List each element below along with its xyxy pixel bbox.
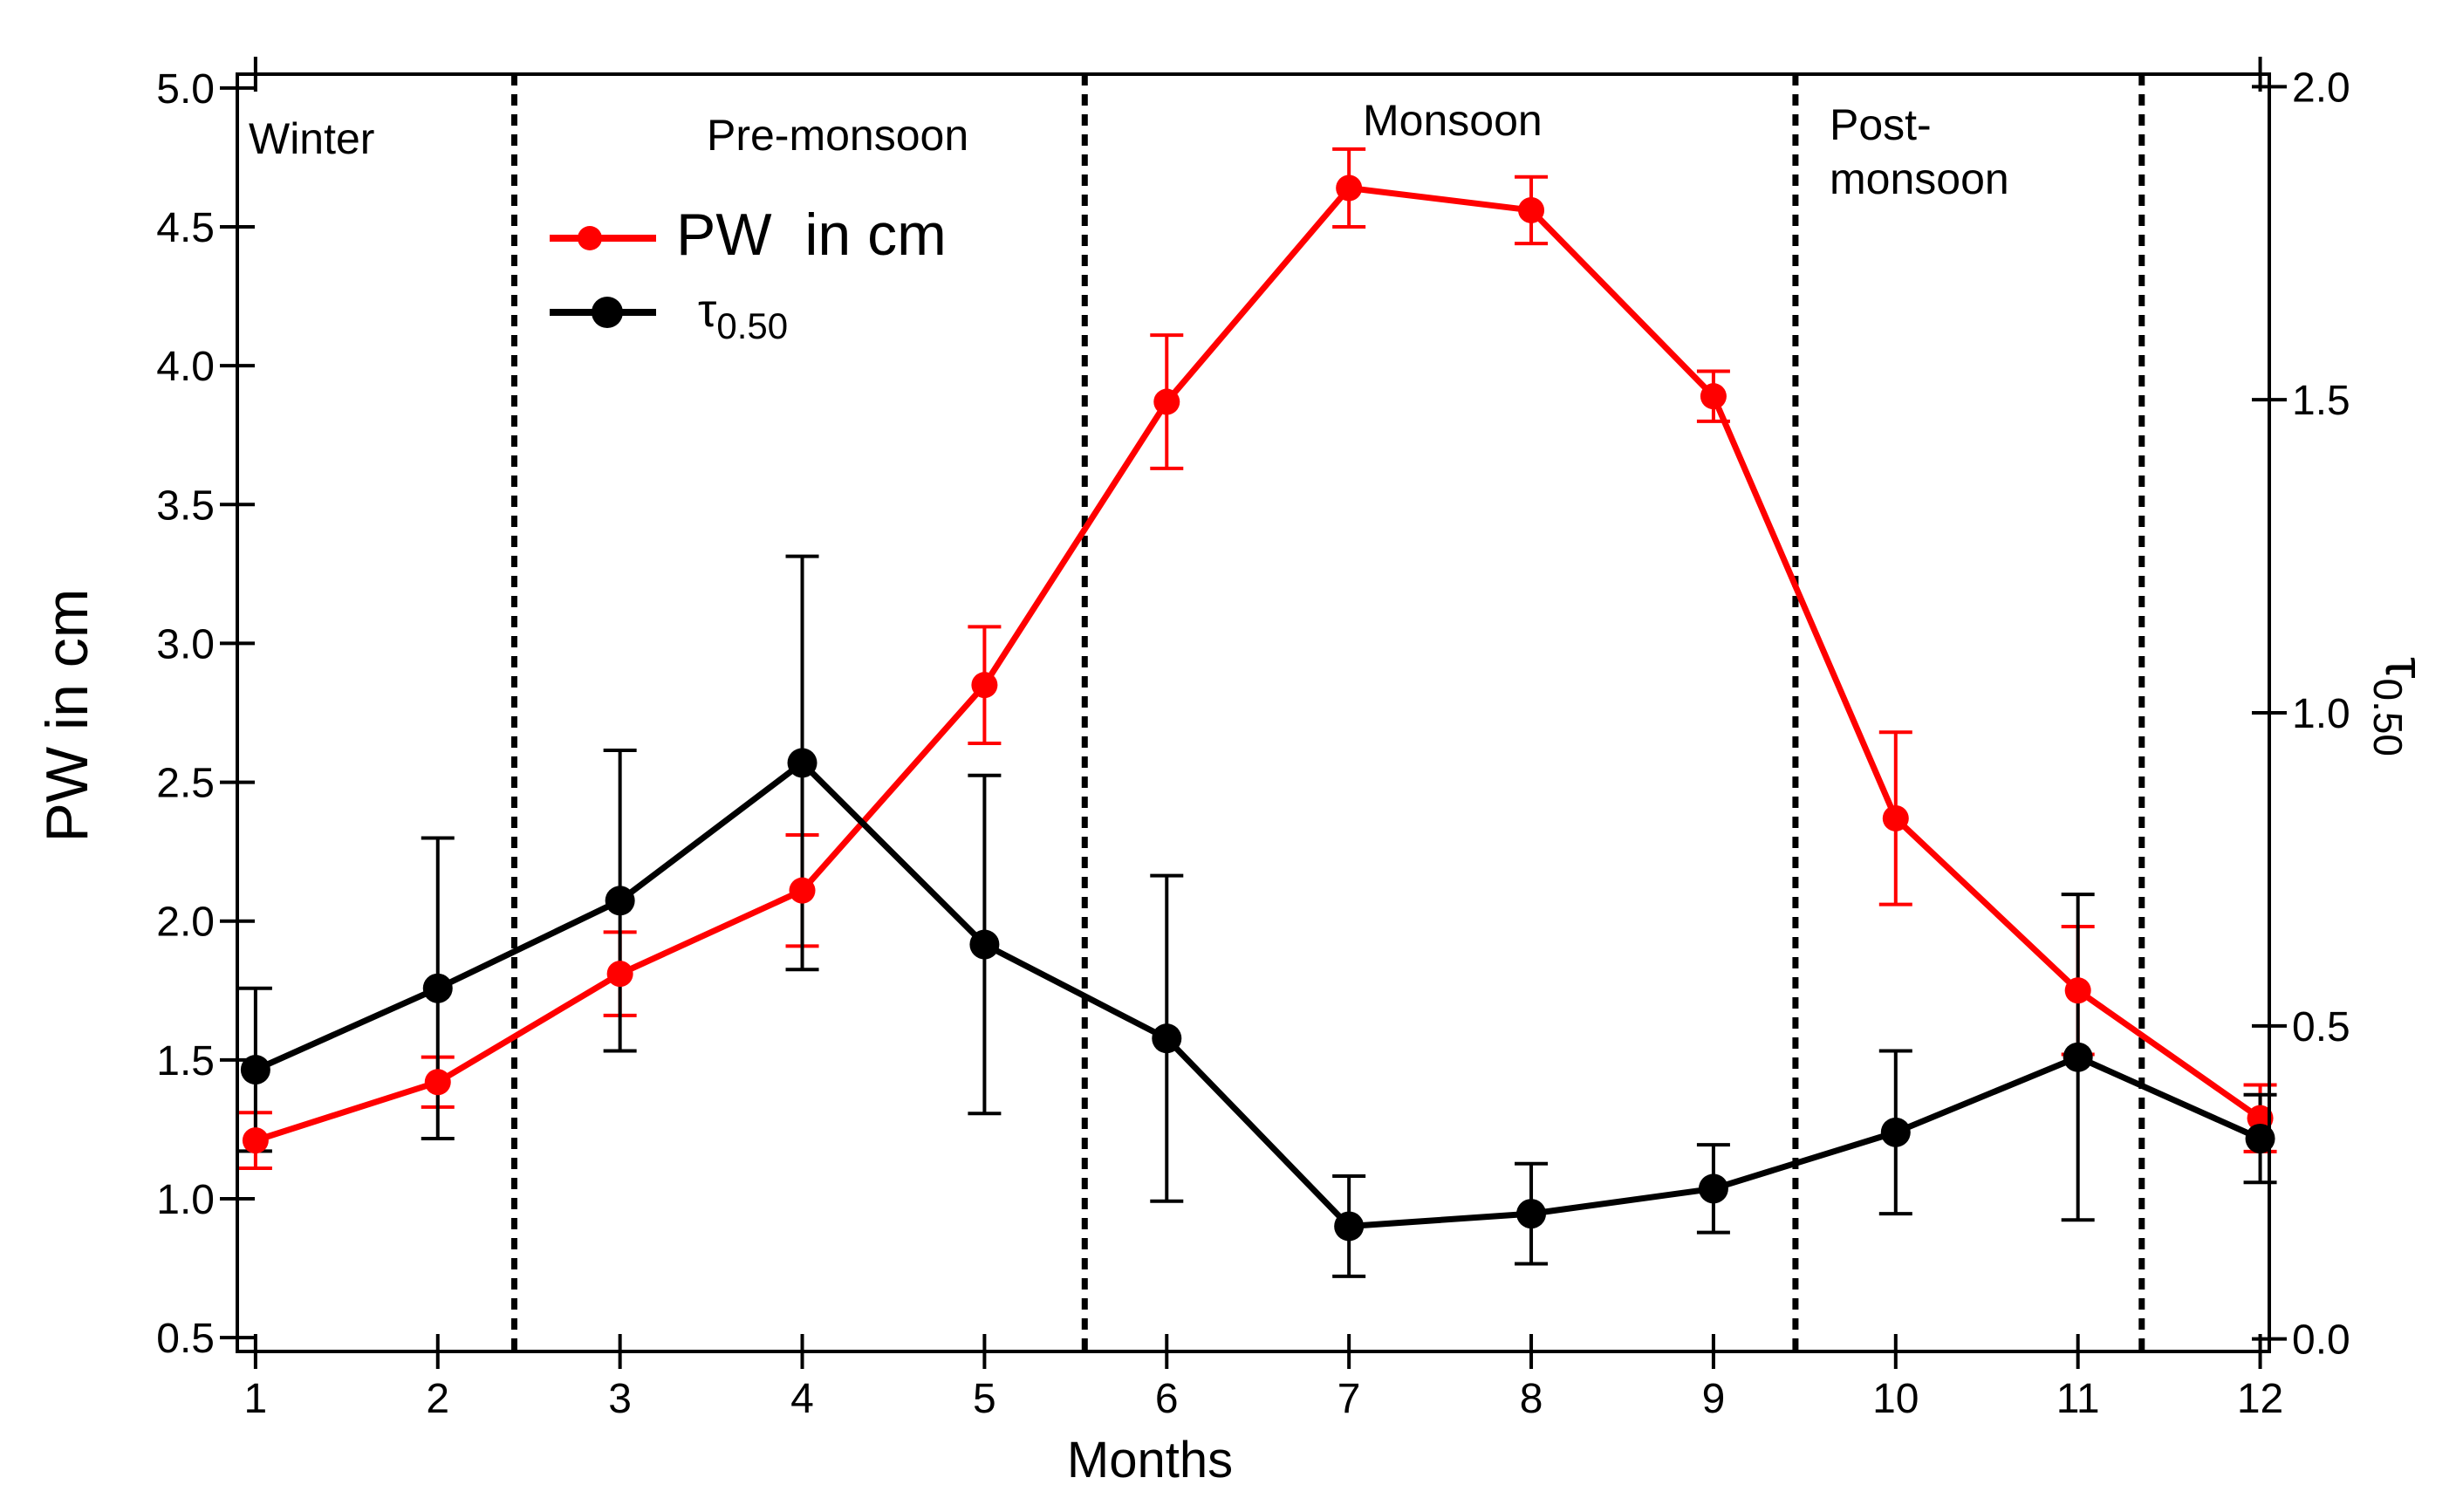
y2-tick-label-2.0: 2.0 — [2292, 65, 2350, 111]
pw-point-12 — [2247, 1105, 2274, 1132]
x-tick-label-7: 7 — [1337, 1376, 1361, 1422]
pw-point-5 — [971, 672, 998, 699]
y-axis-title: PW in cm — [34, 589, 100, 843]
x-tick-label-10: 10 — [1872, 1376, 1919, 1422]
pw-point-8 — [1518, 196, 1545, 223]
y2-tick-label-1.5: 1.5 — [2292, 378, 2350, 424]
season-dividers — [510, 74, 2145, 1351]
legend-tau-sub: 0.50 — [716, 305, 788, 346]
axis-ticks — [220, 57, 2287, 1369]
tau-series-line — [254, 759, 2261, 1229]
pw-point-1 — [242, 1127, 269, 1154]
x-axis-title: Months — [1067, 1432, 1233, 1488]
y-tick-label-2.0: 2.0 — [156, 900, 215, 946]
tau-point-1 — [240, 1055, 270, 1085]
tau-point-9 — [1698, 1173, 1728, 1204]
y-tick-label-4.0: 4.0 — [156, 344, 215, 390]
legend: PW in cm τ0.50 — [550, 202, 947, 346]
pw-point-3 — [606, 961, 633, 988]
x-tick-label-4: 4 — [790, 1376, 814, 1422]
y-tick-label-2.5: 2.5 — [156, 761, 215, 807]
legend-tau-base: τ — [698, 284, 716, 337]
tau-point-2 — [422, 973, 453, 1003]
series-points — [240, 174, 2275, 1242]
tau-point-8 — [1516, 1199, 1547, 1229]
season-label-post: Post- — [1830, 100, 1932, 149]
y2-axis-title-sub: 0.50 — [2365, 678, 2411, 756]
y-tick-label-1.5: 1.5 — [156, 1038, 215, 1084]
tau-point-7 — [1334, 1211, 1365, 1242]
tau-point-6 — [1152, 1023, 1182, 1054]
season-label-winter: Winter — [249, 114, 374, 163]
y2-tick-label-0.0: 0.0 — [2292, 1317, 2350, 1364]
y2-tick-label-1.0: 1.0 — [2292, 691, 2350, 737]
y-tick-label-1.0: 1.0 — [156, 1177, 215, 1223]
pw-point-6 — [1153, 388, 1180, 415]
x-tick-label-5: 5 — [973, 1376, 996, 1422]
season-label-pre-monsoon: Pre-monsoon — [707, 111, 968, 160]
axis-tick-labels: 0.5 1.0 1.5 2.0 2.5 3.0 3.5 4.0 4.5 5.0 0.0 0.5 1.0 1… — [156, 65, 2350, 1422]
season-label-monsoon-2: monsoon — [1830, 154, 2009, 203]
legend-tau-marker — [592, 297, 623, 328]
season-label-monsoon: Monsoon — [1363, 96, 1543, 145]
legend-pw-marker — [578, 226, 602, 250]
pw-point-10 — [1882, 804, 1909, 831]
tau-point-10 — [1880, 1117, 1911, 1147]
y-tick-label-4.5: 4.5 — [156, 205, 215, 251]
x-tick-label-8: 8 — [1520, 1376, 1543, 1422]
y2-axis-title-base: τ — [2374, 657, 2434, 679]
tau-point-11 — [2063, 1042, 2093, 1072]
y-tick-label-0.5: 0.5 — [156, 1316, 215, 1362]
x-tick-label-11: 11 — [2056, 1376, 2100, 1422]
pw-point-11 — [2064, 977, 2091, 1004]
pw-point-4 — [789, 877, 816, 904]
error-bars — [238, 147, 2277, 1278]
legend-pw-label: PW in cm — [676, 202, 947, 268]
x-tick-label-6: 6 — [1155, 1376, 1179, 1422]
y-tick-label-5.0: 5.0 — [156, 66, 215, 113]
x-tick-label-3: 3 — [608, 1376, 632, 1422]
x-tick-label-1: 1 — [244, 1376, 268, 1422]
series-lines — [254, 184, 2262, 1229]
pw-series-line — [254, 184, 2262, 1144]
x-tick-label-2: 2 — [426, 1376, 449, 1422]
pw-point-7 — [1336, 174, 1363, 202]
tau-point-5 — [969, 929, 1000, 960]
legend-tau-label: τ0.50 — [698, 284, 788, 346]
y2-axis-title: τ0.50 — [2365, 657, 2434, 756]
tau-point-4 — [787, 748, 818, 778]
pw-point-9 — [1700, 383, 1727, 410]
x-tick-label-9: 9 — [1702, 1376, 1726, 1422]
x-tick-label-12: 12 — [2237, 1376, 2283, 1422]
plot-frame — [236, 72, 2271, 1353]
y-tick-label-3.0: 3.0 — [156, 621, 215, 667]
y2-tick-label-0.5: 0.5 — [2292, 1004, 2350, 1050]
pw-point-2 — [424, 1069, 451, 1096]
y-tick-label-3.5: 3.5 — [156, 482, 215, 529]
tau-point-3 — [605, 886, 635, 916]
